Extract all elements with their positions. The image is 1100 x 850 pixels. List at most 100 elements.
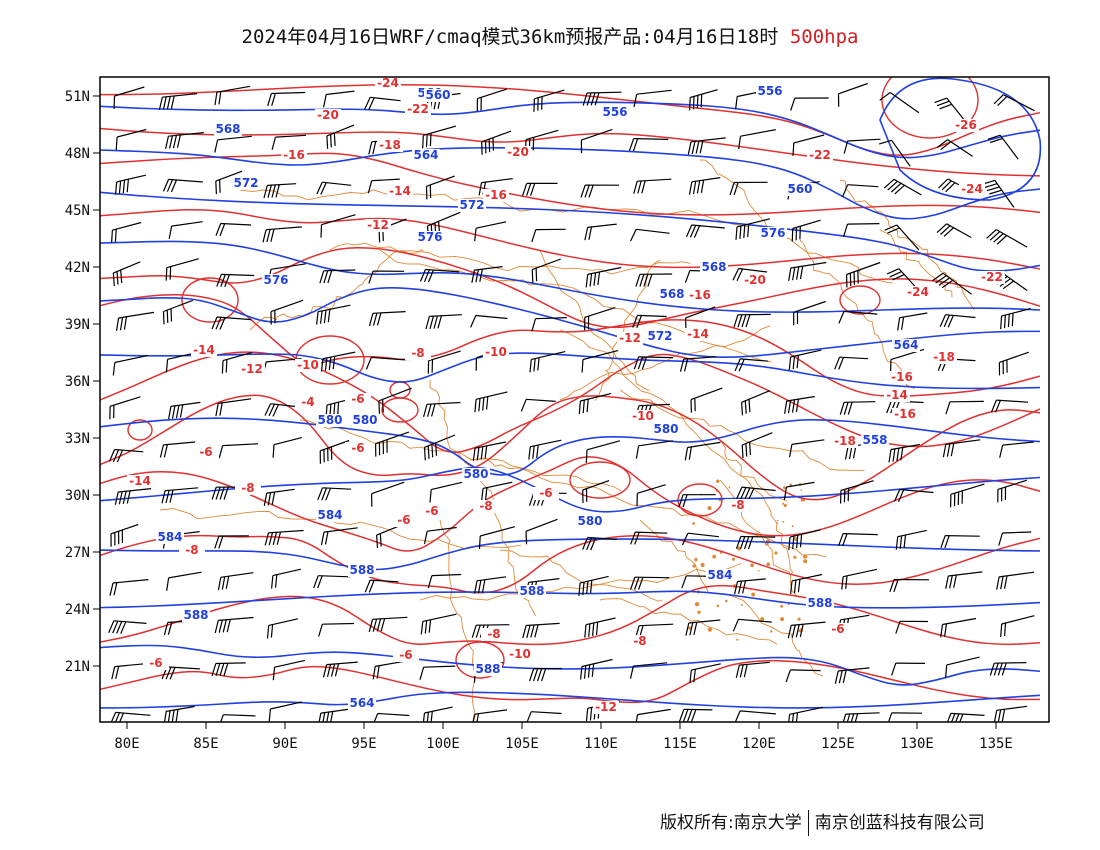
lon-label: 105E	[505, 736, 539, 752]
wind-barb	[218, 443, 259, 459]
wind-barb	[729, 181, 768, 196]
wind-barb	[685, 619, 721, 636]
wind-barb	[112, 354, 149, 376]
wind-barb	[986, 229, 1028, 248]
wind-barb	[942, 439, 981, 458]
wind-barb	[879, 92, 920, 114]
wind-barb	[423, 526, 457, 545]
temp-label-bg	[483, 346, 509, 359]
wind-barb	[419, 665, 456, 680]
wind-barb	[689, 663, 721, 684]
lon-label: 100E	[426, 736, 460, 752]
wind-barb	[584, 617, 616, 638]
wind-barb	[220, 714, 256, 722]
wind-barb	[790, 97, 829, 111]
temperature-contour-label: -14	[129, 474, 151, 488]
lat-label: 48N	[65, 146, 90, 162]
wind-barb	[375, 431, 410, 457]
temperature-contour-label: -26	[955, 118, 977, 132]
wind-barb	[679, 356, 717, 372]
wind-barb	[478, 526, 515, 550]
wind-barb	[584, 307, 616, 331]
boundary-line	[429, 380, 536, 616]
boundary-line	[379, 249, 772, 363]
footer-right: 南京创蓝科技有限公司	[814, 813, 985, 833]
wind-barb	[582, 536, 617, 551]
wind-barb	[790, 573, 823, 594]
temperature-contour-line	[100, 394, 1041, 501]
boundary-line	[799, 239, 915, 390]
height-contour-label: 580	[577, 514, 602, 528]
temperature-contour-label: -10	[485, 345, 507, 359]
wind-barb	[113, 86, 145, 110]
temp-label-bg	[481, 628, 507, 641]
wind-barb	[378, 387, 412, 414]
temp-label-bg	[627, 635, 653, 648]
temp-label-bg	[375, 77, 401, 90]
wind-barb	[684, 441, 721, 461]
temperature-contour-label: -8	[731, 498, 744, 512]
temperature-contour-label: -8	[479, 499, 492, 513]
wind-barb	[211, 316, 252, 330]
wind-barb	[783, 481, 815, 500]
height-contour-label: 584	[157, 530, 182, 544]
temperature-contour-label: -20	[507, 145, 529, 159]
wind-barb	[267, 91, 306, 107]
wind-barb	[687, 137, 726, 155]
height-contour-line	[100, 146, 1041, 220]
wind-barb	[834, 356, 869, 370]
temperature-contour-loop	[839, 285, 881, 315]
lon-label: 110E	[584, 736, 618, 752]
temperature-contour-label: -18	[834, 434, 856, 448]
coast-island	[805, 555, 808, 558]
height-label-bg	[214, 123, 242, 136]
temp-label-bg	[235, 482, 261, 495]
boundary-line	[619, 389, 865, 471]
wind-barb	[272, 659, 306, 681]
temperature-contour-label: -12	[595, 700, 617, 714]
wind-barb	[109, 396, 141, 420]
wind-barb	[214, 135, 252, 153]
coast-island	[793, 555, 797, 559]
wind-barb	[846, 261, 881, 288]
temp-label-bg	[473, 500, 499, 513]
temp-label-bg	[393, 649, 419, 662]
wind-barb	[580, 658, 613, 680]
wind-barb	[580, 128, 613, 154]
wind-barb	[989, 662, 1027, 676]
wind-barb	[318, 708, 352, 722]
wind-barb	[420, 613, 457, 635]
admin-boundaries	[159, 159, 975, 722]
boundary-line	[699, 159, 893, 284]
coast-island	[697, 610, 701, 614]
wind-barb	[841, 568, 878, 590]
coast-island	[770, 630, 773, 633]
lat-label: 33N	[65, 431, 90, 447]
wind-barb	[788, 529, 821, 551]
temperature-contour-line	[100, 351, 1041, 454]
height-label-bg	[646, 330, 674, 343]
wind-barb	[678, 708, 713, 722]
wind-barb	[531, 317, 567, 332]
title-level: 500hpa	[789, 26, 859, 48]
wind-barb	[263, 488, 295, 507]
wind-barb	[214, 616, 254, 634]
temp-label-bg	[953, 119, 979, 132]
wind-barb	[115, 311, 154, 331]
wind-barb	[111, 663, 145, 680]
temperature-contour-label: -22	[981, 270, 1003, 284]
coast-island	[766, 562, 771, 567]
height-label-bg	[458, 199, 486, 212]
wind-barb	[787, 621, 826, 639]
height-contour-label: 560	[425, 88, 450, 102]
coast-island	[692, 564, 696, 568]
temp-label-bg	[959, 183, 985, 196]
temp-label-bg	[143, 657, 169, 670]
wind-barb	[582, 91, 622, 106]
height-contour-label: 568	[701, 260, 726, 274]
temperature-contour-line	[100, 534, 1041, 594]
height-label-bg	[861, 434, 889, 447]
wind-barb	[423, 401, 461, 418]
wind-barb	[163, 620, 197, 636]
wind-barb	[998, 531, 1032, 546]
